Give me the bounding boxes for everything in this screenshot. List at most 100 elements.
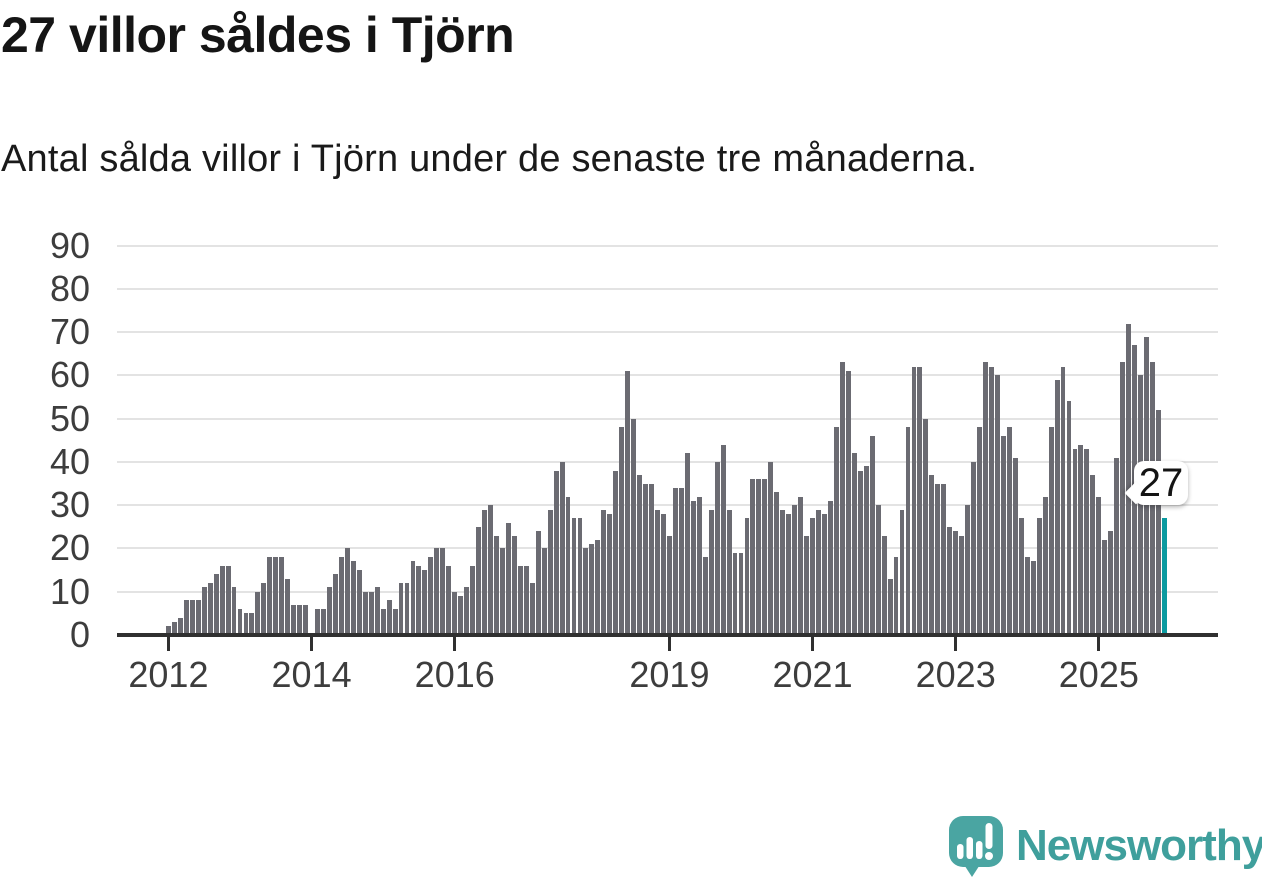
bar [666,535,672,635]
bar [1114,457,1120,635]
bar [875,505,881,635]
y-axis-label: 20 [49,527,90,569]
bar [768,461,774,635]
bar [690,500,696,635]
bar [839,362,845,635]
bar [571,518,577,635]
bar [338,557,344,635]
bar [655,509,660,635]
y-axis-label: 30 [49,484,90,526]
bar [189,600,195,635]
y-axis-label: 60 [49,354,90,396]
bar [649,483,654,635]
bar [678,487,684,635]
newsworthy-logo-icon [949,816,1003,877]
bar [547,509,553,635]
bar [828,500,833,635]
bar [822,513,827,635]
bar [756,479,762,635]
bar [315,609,320,635]
x-axis-label-2023: 2023 [915,654,996,695]
bar [994,375,1000,635]
bar [285,578,291,635]
bar [887,578,893,635]
bar [458,596,464,635]
newsworthy-branding[interactable]: Newsworthy [946,814,1262,878]
x-axis-label-2012: 2012 [128,654,209,695]
x-axis-tick-2021 [811,637,815,651]
bar [201,587,207,635]
bar [786,513,792,635]
bar [595,539,601,635]
bar [726,509,732,635]
bar [476,526,482,635]
gridline-90 [117,244,1218,247]
bar [225,565,231,635]
bar [386,600,392,635]
bar [368,591,374,635]
bar [601,509,607,635]
bar [953,531,959,635]
bar [1054,379,1060,635]
bar [291,604,297,635]
y-axis-label: 10 [49,570,90,612]
bar [833,427,839,635]
bar [1108,531,1114,635]
bar [613,470,619,635]
bar [321,609,326,635]
bar [535,531,541,635]
newsworthy-logo-text: Newsworthy [1016,821,1262,870]
bar [1120,362,1126,635]
bar [398,583,404,635]
bar [255,591,261,635]
bar [965,505,971,635]
bar [523,565,529,635]
bar [619,427,625,635]
x-axis-label-2021: 2021 [772,654,853,695]
bar [1000,436,1006,635]
bar [416,565,422,635]
y-axis-label: 90 [49,224,90,266]
x-axis-tick-2019 [667,637,671,651]
bar [1096,496,1102,635]
bar [559,461,565,635]
bar [750,479,756,635]
bar [643,483,648,635]
bar [279,557,285,635]
gridline-80 [117,287,1218,290]
gridline-70 [117,331,1218,334]
bar [845,371,851,635]
bar [1012,457,1018,635]
bar [243,613,249,635]
bar [1090,474,1096,635]
bar [1078,444,1084,635]
bar [1036,518,1042,635]
bar [625,371,631,635]
gridline-30 [117,504,1218,507]
y-axis-label: 40 [49,440,90,482]
bar [380,609,386,635]
bar [195,600,201,635]
value-callout: 27 [1124,461,1188,505]
bar [923,418,929,635]
bar [1048,427,1054,635]
bar [428,557,434,635]
bar [511,535,517,635]
x-axis-tick-2012 [166,637,170,651]
bar [977,427,982,635]
bar [684,453,690,635]
bar [774,492,780,635]
bar [929,474,935,635]
bar [1084,448,1090,635]
bar [631,418,637,635]
bar [1024,557,1030,635]
bar [1030,561,1036,635]
bar [661,513,666,635]
bar [947,526,953,635]
bar [899,509,905,635]
bar [804,535,810,635]
x-axis-line [117,633,1218,637]
bar [1138,375,1144,635]
bar [494,535,499,635]
